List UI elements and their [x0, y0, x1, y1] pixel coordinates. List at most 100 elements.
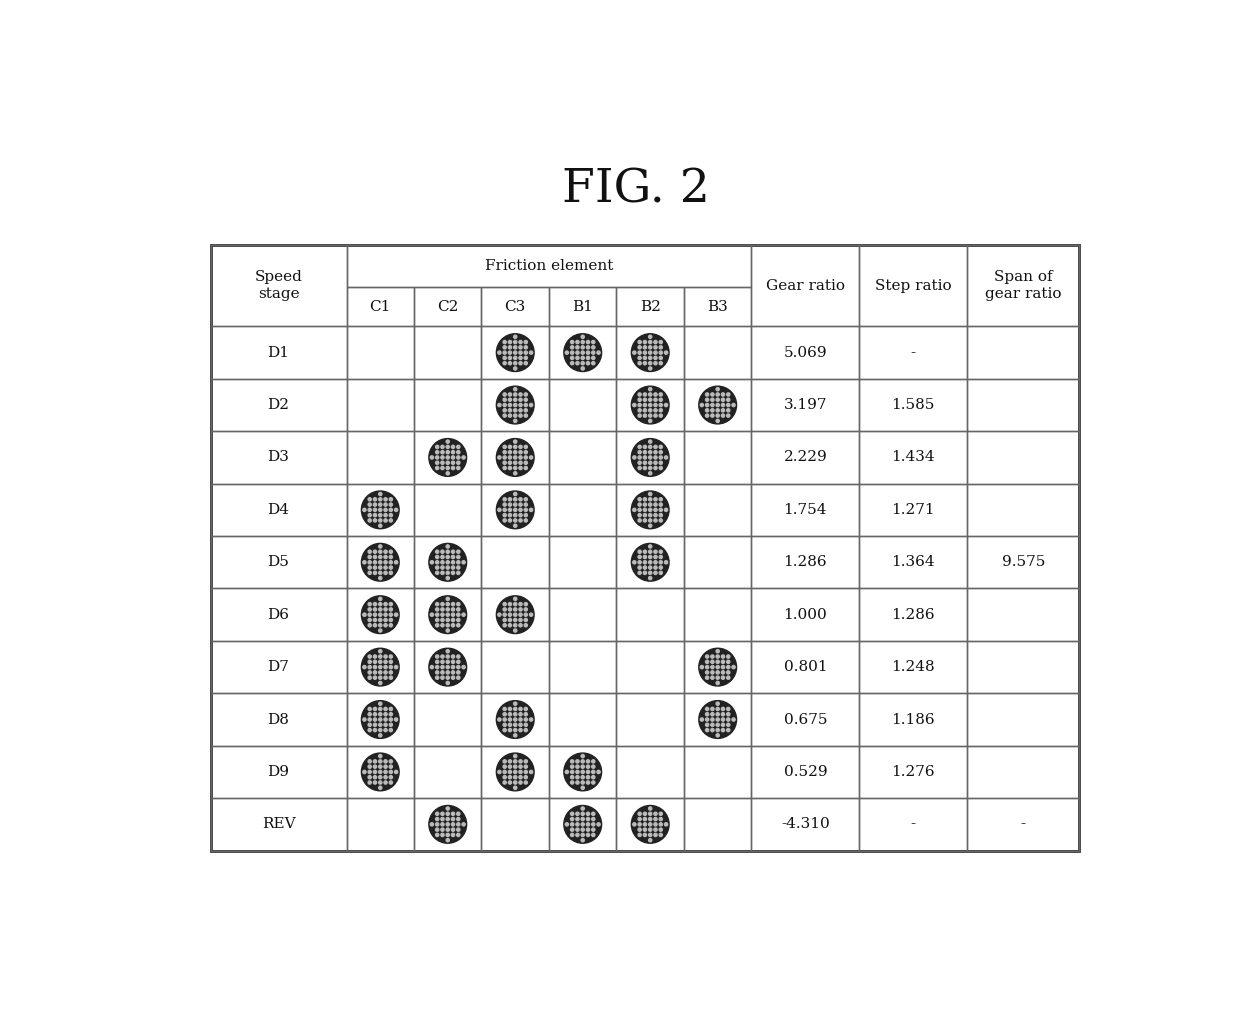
Circle shape [508, 508, 512, 511]
Circle shape [525, 456, 527, 459]
Circle shape [525, 781, 527, 784]
Circle shape [389, 519, 392, 522]
Text: 2.229: 2.229 [784, 451, 827, 464]
Circle shape [446, 472, 449, 475]
Circle shape [711, 665, 714, 668]
Circle shape [378, 561, 382, 564]
Circle shape [446, 440, 449, 444]
Circle shape [508, 608, 512, 611]
Circle shape [639, 404, 641, 407]
Circle shape [639, 498, 641, 501]
Text: 1.364: 1.364 [892, 555, 935, 569]
Bar [549, 431, 616, 483]
Circle shape [497, 508, 501, 511]
Circle shape [451, 818, 455, 821]
Circle shape [722, 404, 724, 407]
Circle shape [660, 508, 662, 511]
Circle shape [722, 655, 724, 658]
Circle shape [463, 561, 465, 564]
Circle shape [706, 392, 709, 397]
Circle shape [378, 503, 382, 506]
Circle shape [649, 519, 652, 522]
Circle shape [649, 576, 652, 579]
Circle shape [660, 456, 662, 459]
Circle shape [518, 513, 522, 517]
Circle shape [570, 823, 574, 826]
Circle shape [591, 345, 595, 349]
Circle shape [513, 618, 517, 621]
Circle shape [653, 461, 657, 464]
Circle shape [435, 833, 439, 837]
Circle shape [435, 677, 439, 680]
Circle shape [508, 345, 512, 349]
Circle shape [497, 456, 501, 459]
Circle shape [446, 839, 449, 842]
Circle shape [660, 409, 662, 412]
Circle shape [518, 351, 522, 355]
Bar [859, 379, 967, 431]
Circle shape [363, 665, 366, 668]
Circle shape [513, 387, 517, 390]
Circle shape [361, 701, 399, 738]
Circle shape [706, 717, 709, 722]
Circle shape [513, 734, 517, 737]
Circle shape [368, 618, 371, 621]
Bar [859, 431, 967, 483]
Circle shape [518, 508, 522, 511]
Circle shape [497, 771, 501, 774]
Circle shape [456, 828, 460, 831]
Circle shape [587, 781, 589, 784]
Circle shape [639, 818, 641, 821]
Circle shape [518, 724, 522, 727]
Circle shape [575, 823, 579, 826]
Circle shape [508, 340, 512, 343]
Circle shape [715, 650, 719, 653]
Circle shape [639, 503, 641, 506]
Circle shape [711, 399, 714, 402]
Circle shape [525, 503, 527, 506]
Bar [211, 589, 346, 641]
Circle shape [660, 446, 662, 449]
Circle shape [389, 660, 392, 663]
Circle shape [496, 438, 534, 476]
Bar [751, 693, 859, 746]
Circle shape [582, 759, 584, 763]
Circle shape [441, 456, 444, 459]
Bar [751, 641, 859, 693]
Circle shape [451, 446, 455, 449]
Circle shape [389, 771, 392, 774]
Circle shape [363, 771, 366, 774]
Circle shape [525, 759, 527, 763]
Circle shape [378, 724, 382, 727]
Circle shape [649, 839, 652, 842]
Circle shape [503, 345, 506, 349]
Circle shape [384, 566, 387, 569]
Circle shape [503, 451, 506, 454]
Circle shape [653, 362, 657, 365]
Circle shape [649, 571, 652, 574]
Circle shape [570, 362, 574, 365]
Bar [211, 431, 346, 483]
Circle shape [644, 461, 646, 464]
Circle shape [441, 461, 444, 464]
Circle shape [503, 340, 506, 343]
Circle shape [653, 414, 657, 417]
Text: 1.248: 1.248 [892, 660, 935, 675]
Circle shape [508, 414, 512, 417]
Circle shape [644, 498, 646, 501]
Circle shape [649, 404, 652, 407]
Text: 5.069: 5.069 [784, 345, 827, 360]
Circle shape [435, 660, 439, 663]
Circle shape [384, 776, 387, 779]
Bar [859, 326, 967, 379]
Circle shape [582, 754, 584, 757]
Circle shape [373, 555, 377, 559]
Bar [967, 798, 1080, 850]
Circle shape [525, 409, 527, 412]
Circle shape [435, 456, 439, 459]
Circle shape [508, 717, 512, 722]
Circle shape [639, 833, 641, 837]
Circle shape [378, 771, 382, 774]
Circle shape [582, 833, 584, 837]
Circle shape [582, 362, 584, 365]
